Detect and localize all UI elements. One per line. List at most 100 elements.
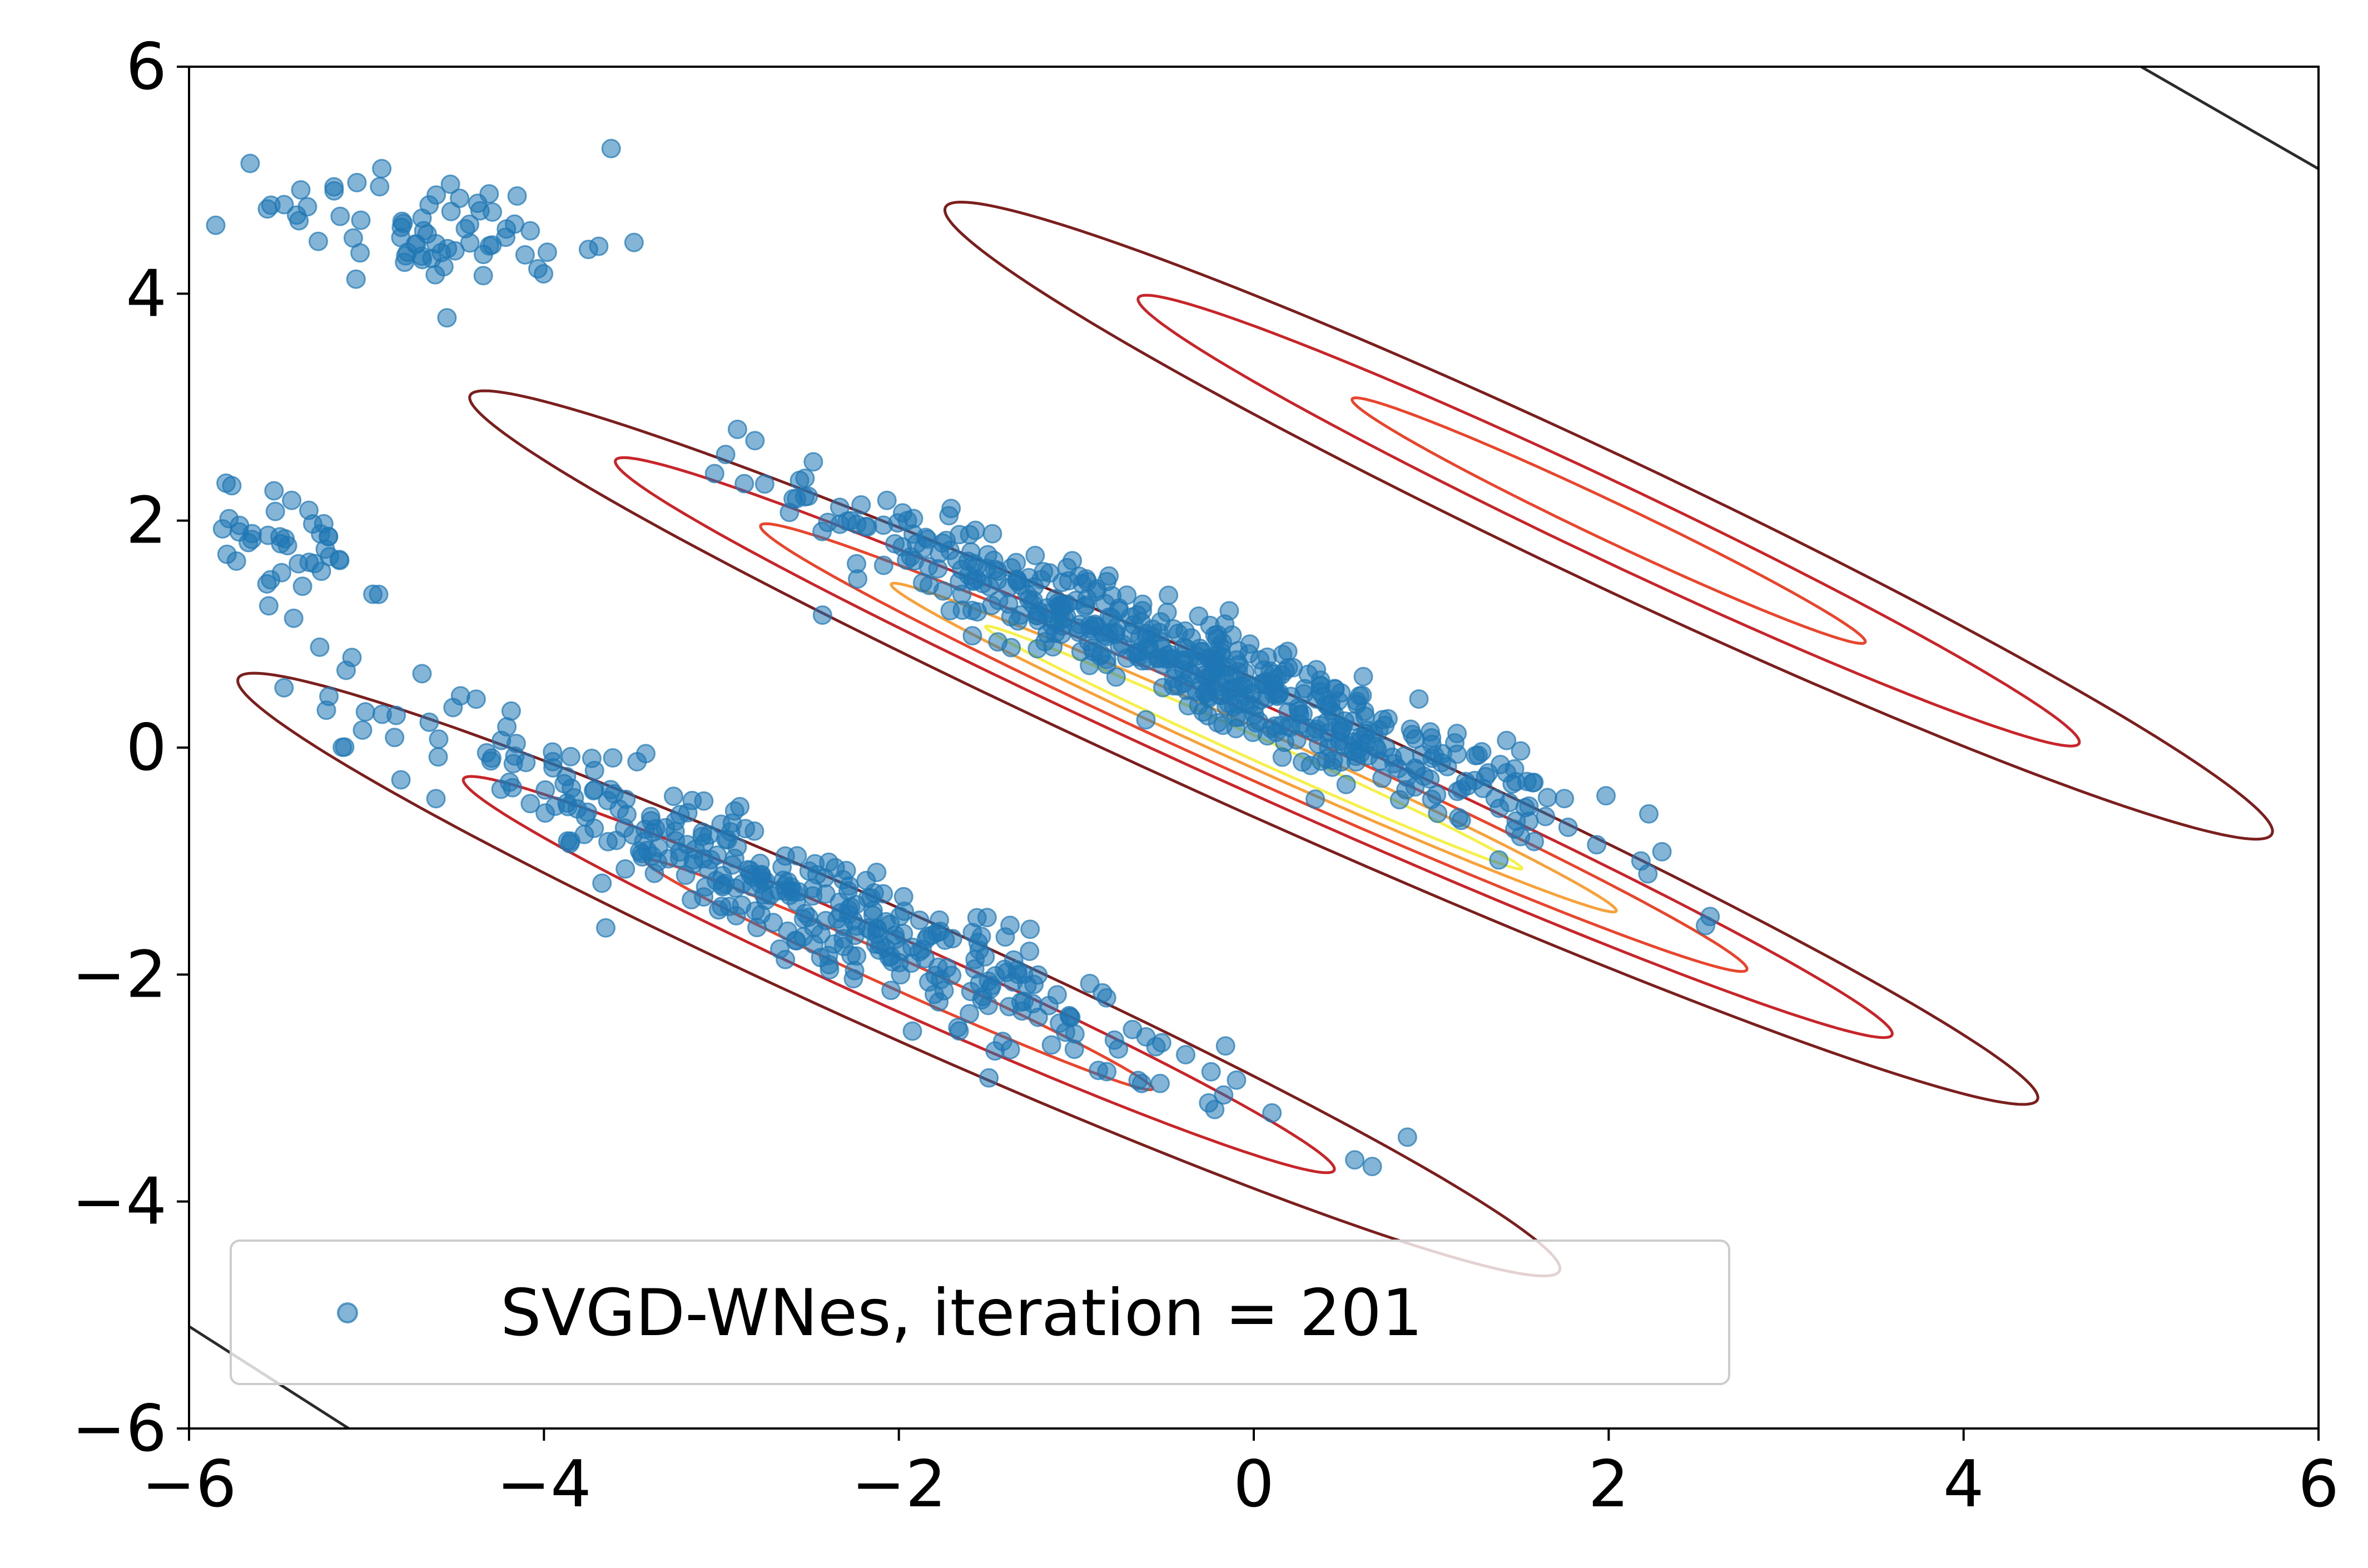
scatter-point <box>795 487 815 507</box>
scatter-point <box>962 626 982 646</box>
scatter-point <box>843 969 863 989</box>
scatter-point <box>229 522 249 542</box>
scatter-point <box>584 760 604 780</box>
scatter-point <box>369 584 389 604</box>
scatter-point <box>1639 804 1659 824</box>
scatter-point <box>795 904 815 923</box>
scatter-point <box>1652 842 1672 862</box>
scatter-point <box>543 758 563 778</box>
scatter-point <box>795 469 815 488</box>
scatter-point <box>1497 730 1517 750</box>
scatter-point <box>812 605 832 625</box>
scatter-point <box>1006 552 1026 573</box>
scatter-point <box>606 830 626 850</box>
scatter-point <box>497 219 517 239</box>
scatter-point <box>1155 649 1175 669</box>
scatter-point <box>1041 1035 1061 1055</box>
scatter-point <box>704 464 724 484</box>
scatter-point <box>578 802 598 822</box>
scatter-point <box>1087 616 1107 636</box>
scatter-point <box>558 831 578 851</box>
scatter-point <box>274 195 294 215</box>
scatter-point <box>818 512 838 532</box>
scatter-point <box>473 266 493 286</box>
scatter-point <box>895 902 914 921</box>
scatter-point <box>419 712 439 732</box>
scatter-point <box>257 199 277 219</box>
scatter-point <box>985 966 1005 985</box>
scatter-point <box>1331 683 1351 703</box>
scatter-point <box>274 678 294 698</box>
scatter-point <box>1106 667 1126 687</box>
scatter-point <box>738 860 758 880</box>
scatter-point <box>881 980 901 1000</box>
scatter-layer <box>189 138 1720 1177</box>
scatter-point <box>535 780 555 800</box>
scatter-point <box>1083 638 1103 658</box>
x-tick-label: 0 <box>1233 1447 1274 1522</box>
scatter-point <box>715 873 735 893</box>
scatter-point <box>391 770 411 790</box>
x-tick-label: −4 <box>497 1447 592 1522</box>
scatter-point <box>1468 745 1488 765</box>
scatter-point <box>979 1068 999 1088</box>
scatter-point <box>1215 1036 1235 1056</box>
scatter-point <box>1447 744 1467 764</box>
scatter-point <box>1265 716 1285 736</box>
scatter-point <box>503 754 523 774</box>
scatter-point <box>282 490 302 510</box>
scatter-point <box>491 779 511 799</box>
scatter-point <box>827 909 847 929</box>
scatter-point <box>412 664 432 684</box>
scatter-point <box>426 789 446 809</box>
scatter-point <box>1214 1085 1234 1105</box>
scatter-point <box>663 787 683 807</box>
scatter-point <box>637 840 657 860</box>
scatter-point <box>1159 585 1179 605</box>
scatter-point <box>965 520 985 540</box>
scatter-point <box>466 689 486 709</box>
scatter-point <box>903 509 924 529</box>
scatter-point <box>964 571 984 591</box>
scatter-point <box>847 554 866 574</box>
scatter-point <box>1040 563 1060 583</box>
scatter-point <box>425 265 445 285</box>
scatter-point <box>440 175 460 194</box>
scatter-point <box>1063 551 1083 571</box>
scatter-point <box>1382 747 1402 767</box>
scatter-point <box>431 243 451 262</box>
legend-label: SVGD-WNes, iteration = 201 <box>500 1276 1423 1351</box>
scatter-point <box>1305 789 1326 809</box>
scatter-point <box>1128 643 1148 663</box>
scatter-point <box>428 747 448 767</box>
scatter-point <box>1234 686 1254 706</box>
scatter-point <box>347 173 367 192</box>
scatter-point <box>838 881 858 901</box>
scatter-point <box>1141 626 1161 646</box>
scatter-point <box>624 232 644 252</box>
scatter-point <box>960 1004 979 1024</box>
scatter-point <box>277 536 297 556</box>
scatter-point <box>1136 710 1156 730</box>
scatter-point <box>656 818 676 838</box>
scatter-point <box>206 215 226 235</box>
scatter-point <box>309 231 328 251</box>
scatter-point <box>919 575 939 595</box>
scatter-point <box>727 420 747 439</box>
scatter-point <box>977 908 997 928</box>
scatter-point <box>370 177 390 197</box>
scatter-point <box>857 517 877 537</box>
scatter-point <box>1217 696 1237 716</box>
contour-1-level-0 <box>236 671 1562 1277</box>
scatter-point <box>419 195 439 215</box>
scatter-point <box>515 245 535 265</box>
y-tick-label: −2 <box>72 937 167 1012</box>
scatter-point <box>460 233 480 253</box>
scatter-point <box>776 949 796 969</box>
scatter-point <box>724 848 744 868</box>
scatter-point <box>1273 645 1293 664</box>
scatter-point <box>754 474 775 494</box>
scatter-point <box>1025 545 1045 565</box>
scatter-point <box>1536 807 1556 827</box>
scatter-point <box>615 859 636 879</box>
